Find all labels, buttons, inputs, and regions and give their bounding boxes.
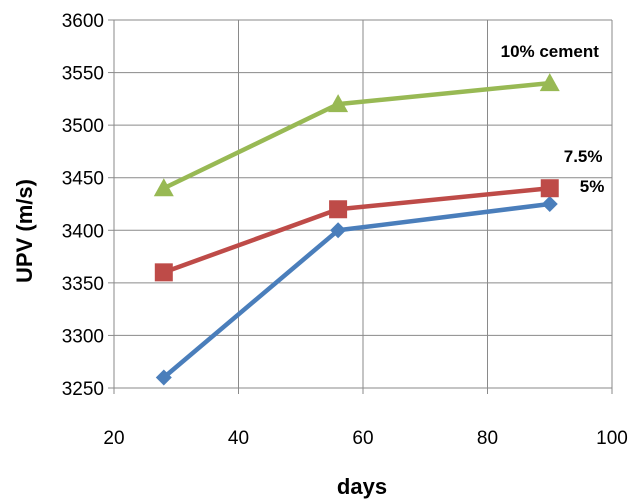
data-point-diamond — [541, 196, 558, 212]
data-point-triangle — [328, 94, 349, 113]
x-tick-label: 100 — [596, 428, 628, 449]
y-axis-title: UPV (m/s) — [12, 179, 37, 283]
x-tick-label: 80 — [477, 428, 498, 449]
grid-lines — [114, 19, 613, 388]
y-tick-label: 3250 — [62, 379, 104, 400]
series-labels: 5% 7.5% 10% cement — [501, 42, 605, 196]
series-label-1: 7.5% — [564, 147, 603, 166]
series-2 — [153, 73, 560, 197]
data-point-triangle — [539, 73, 560, 92]
data-point-diamond — [155, 369, 172, 386]
y-tick-label: 3350 — [62, 274, 104, 295]
series-0 — [155, 196, 558, 386]
series-label-2: 10% cement — [501, 42, 600, 61]
series-1 — [154, 179, 559, 282]
series-line — [162, 80, 550, 191]
y-tick-label: 3400 — [62, 221, 104, 242]
data-point-square — [329, 200, 348, 219]
data-point-triangle — [153, 178, 174, 197]
series-group — [153, 73, 560, 386]
y-tick-label: 3450 — [62, 169, 104, 190]
data-point-diamond — [330, 222, 347, 239]
series-label-0: 5% — [580, 177, 605, 196]
data-point-square — [154, 263, 173, 282]
x-tick-label: 40 — [228, 428, 249, 449]
x-axis-title: days — [337, 474, 387, 499]
y-tick-label: 3550 — [62, 64, 104, 85]
tick-labels: 3250 3300 3350 3400 3450 3500 3550 3600 20 40 60 80… — [62, 11, 628, 449]
y-tick-label: 3500 — [62, 116, 104, 137]
data-point-square — [540, 179, 559, 198]
x-tick-label: 20 — [103, 428, 124, 449]
y-tick-label: 3300 — [62, 326, 104, 347]
y-tick-label: 3600 — [62, 11, 104, 32]
axes — [108, 19, 613, 394]
x-tick-label: 60 — [352, 428, 373, 449]
